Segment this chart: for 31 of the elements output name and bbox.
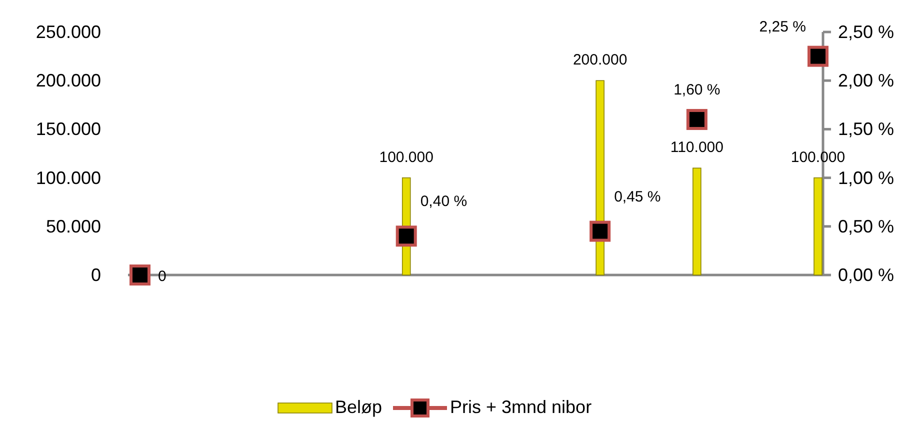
y-tick-label: 150.000	[36, 119, 101, 140]
bar	[814, 177, 822, 276]
point	[590, 220, 611, 242]
data-label: 100.000	[790, 148, 846, 166]
y-tick-label: 0	[90, 265, 101, 285]
point	[686, 108, 708, 130]
data-label: 0,40 %	[420, 193, 468, 210]
point	[396, 226, 417, 247]
bar	[596, 80, 604, 276]
data-label: 0	[158, 268, 166, 285]
data-label: 200.000	[572, 52, 628, 69]
data-label: 1,60 %	[674, 81, 720, 98]
data-label: 100.000	[379, 148, 434, 166]
y2-tick-label: 0,00 %	[838, 265, 894, 285]
point	[808, 46, 828, 67]
legend-label: Beløp	[335, 397, 382, 417]
bar	[692, 168, 702, 276]
y-tick-label: 100.000	[36, 168, 101, 188]
y-tick-label: 250.000	[36, 22, 101, 42]
data-label: 2,25 %	[759, 18, 806, 36]
y-tick-label: 200.000	[36, 70, 101, 91]
point	[130, 264, 150, 286]
y2-tick-label: 1,50 %	[838, 119, 894, 140]
y-tick-label: 50.000	[46, 216, 101, 236]
data-label: 0,45 %	[614, 188, 661, 206]
data-label: 110.000	[670, 139, 724, 156]
y2-tick-label: 2,00 %	[838, 70, 894, 91]
y2-tick-label: 0,50 %	[838, 216, 894, 236]
y2-tick-label: 1,00 %	[838, 168, 894, 188]
y2-tick-label: 2,50 %	[838, 22, 894, 42]
legend-label: Pris + 3mnd nibor	[450, 397, 592, 417]
